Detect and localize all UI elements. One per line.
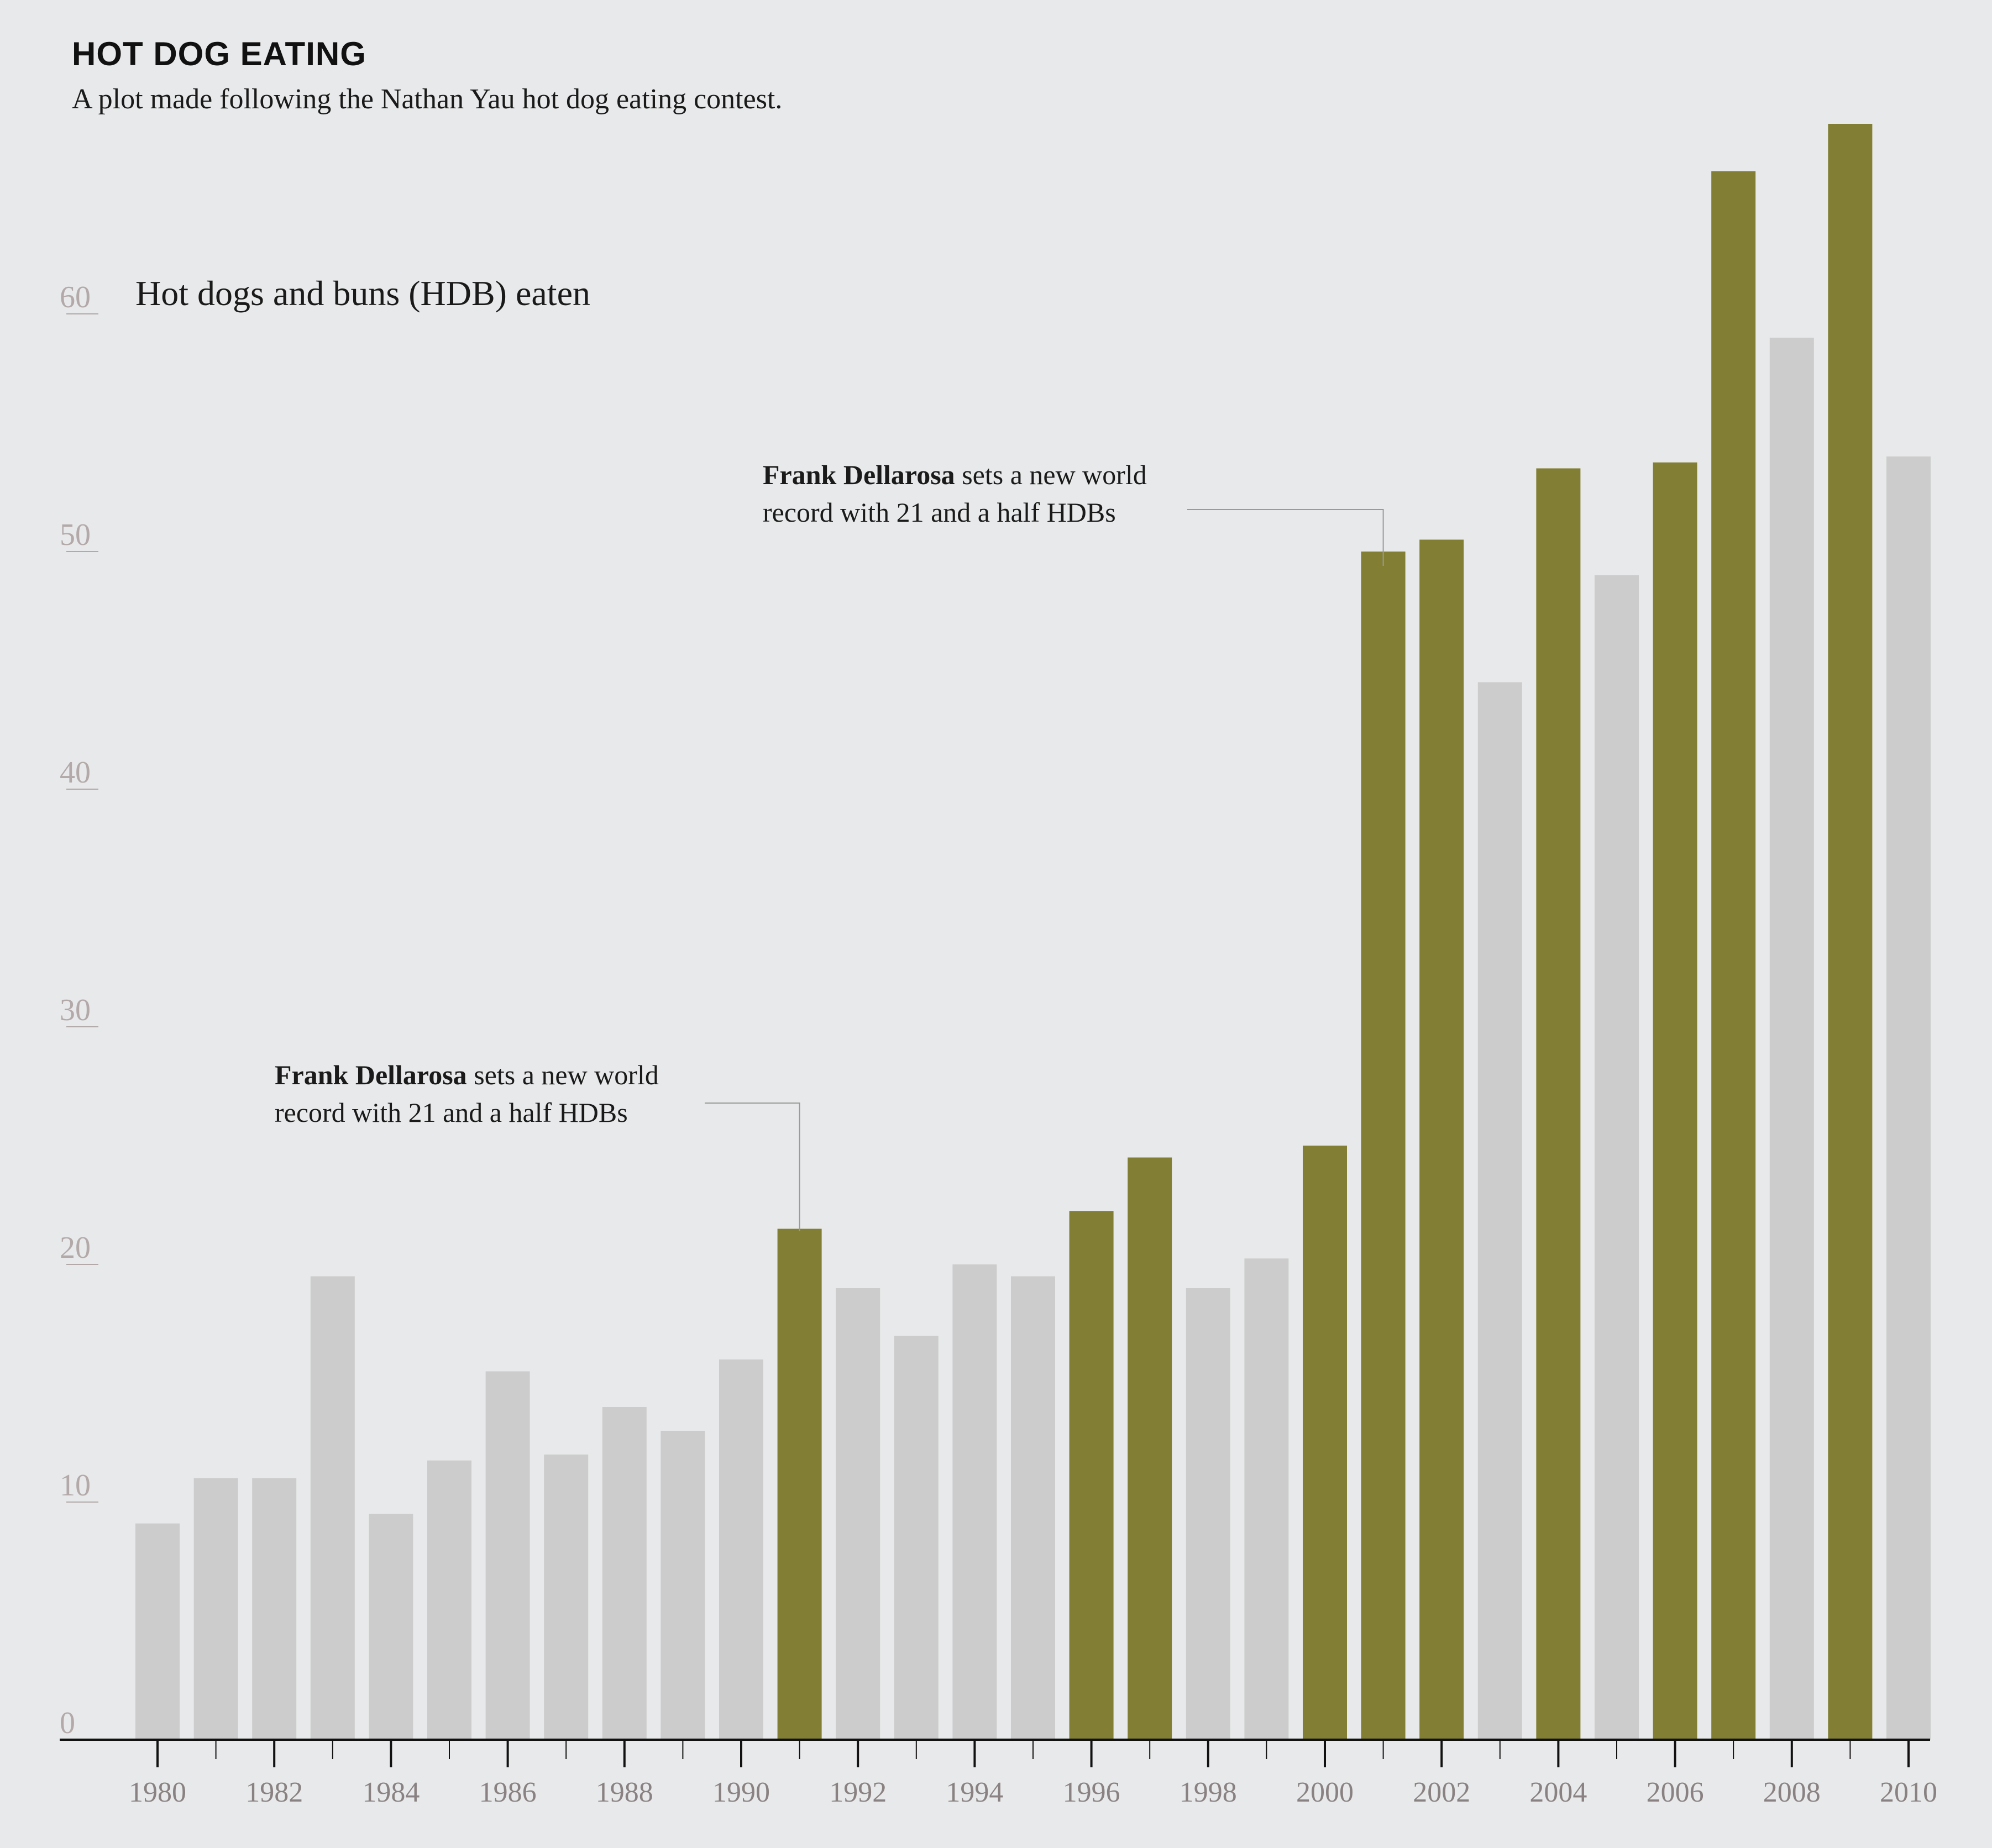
- y-tick-label: 0: [60, 1706, 75, 1740]
- y-tick-label: 10: [60, 1468, 91, 1503]
- bar-1984: [369, 1514, 413, 1740]
- bar-1995: [1011, 1276, 1055, 1740]
- bar-1982: [252, 1478, 297, 1740]
- x-axis: [60, 1739, 1930, 1767]
- y-tick-label: 30: [60, 993, 91, 1027]
- annotation-text-line1: Frank Dellarosa sets a new world: [275, 1059, 659, 1090]
- bar-1981: [193, 1478, 238, 1740]
- annotation-leader-line: [1187, 509, 1384, 566]
- x-tick-label: 1996: [1063, 1777, 1120, 1808]
- x-tick-label: 1992: [829, 1777, 887, 1808]
- bar-1988: [602, 1407, 647, 1740]
- x-tick-label: 1986: [479, 1777, 537, 1808]
- y-tick-label: 60: [60, 280, 91, 314]
- y-tick-label: 50: [60, 518, 91, 552]
- bar-1989: [660, 1431, 705, 1740]
- x-tick-label: 1982: [245, 1777, 303, 1808]
- x-tick-label: 1994: [946, 1777, 1003, 1808]
- x-axis-tick-labels: 1980 1982 1984 1986 1988 1990 1992 1994 1996 1998…: [129, 1777, 1937, 1808]
- annotation-text-line2: record with 21 and a half HDBs: [275, 1097, 628, 1128]
- annotation-name: Frank Dellarosa: [763, 459, 955, 490]
- bar-1999: [1244, 1258, 1289, 1740]
- bar-1985: [427, 1460, 471, 1740]
- bar-1980: [135, 1523, 180, 1740]
- annotation-leader-line: [705, 1102, 800, 1231]
- annotations: Frank Dellarosa sets a new world record w…: [275, 459, 1384, 1231]
- annotation-rest: sets a new world: [955, 459, 1147, 490]
- bar-1987: [544, 1455, 589, 1740]
- x-tick-label: 1984: [362, 1777, 420, 1808]
- bars: [135, 124, 1931, 1740]
- bar-1986: [485, 1371, 530, 1740]
- bar-record-1996: [1069, 1211, 1114, 1740]
- bar-record-2001: [1361, 552, 1406, 1740]
- bar-1992: [836, 1288, 880, 1740]
- annotation-name: Frank Dellarosa: [275, 1059, 467, 1090]
- y-tick-label: 20: [60, 1231, 91, 1265]
- x-tick-label: 2010: [1880, 1777, 1937, 1808]
- y-axis-ticks: 0 10 20 30 40 50 60: [60, 280, 98, 1740]
- annotation-rest: sets a new world: [467, 1059, 659, 1090]
- annotation-text-line2: record with 21 and a half HDBs: [763, 497, 1116, 528]
- bar-2008: [1769, 338, 1814, 1740]
- bar-record-1991: [777, 1229, 822, 1740]
- annotation-text-line1: Frank Dellarosa sets a new world: [763, 459, 1147, 490]
- x-tick-label: 2008: [1763, 1777, 1821, 1808]
- bar-record-2009: [1828, 124, 1873, 1740]
- x-tick-label: 1988: [596, 1777, 653, 1808]
- x-tick-label: 2000: [1296, 1777, 1354, 1808]
- bar-1994: [952, 1264, 997, 1740]
- bar-1983: [310, 1276, 355, 1740]
- bar-1998: [1186, 1288, 1230, 1740]
- x-tick-label: 2002: [1413, 1777, 1470, 1808]
- bar-2003: [1477, 682, 1522, 1740]
- bar-1990: [719, 1359, 763, 1740]
- bar-2005: [1595, 575, 1639, 1740]
- x-tick-label: 2006: [1647, 1777, 1704, 1808]
- bar-record-2007: [1711, 171, 1756, 1740]
- chart-subtitle: A plot made following the Nathan Yau hot…: [72, 83, 782, 115]
- y-tick-label: 40: [60, 755, 91, 790]
- x-tick-label: 1980: [129, 1777, 186, 1808]
- x-tick-label: 2004: [1529, 1777, 1587, 1808]
- bar-record-2000: [1303, 1146, 1347, 1740]
- bar-record-2004: [1536, 468, 1581, 1740]
- bar-1993: [894, 1336, 939, 1740]
- bar-2010: [1886, 456, 1931, 1740]
- chart-title: HOT DOG EATING: [72, 35, 366, 72]
- x-tick-label: 1998: [1180, 1777, 1237, 1808]
- x-tick-label: 1990: [712, 1777, 770, 1808]
- y-axis-label: Hot dogs and buns (HDB) eaten: [135, 274, 590, 313]
- bar-record-2002: [1419, 539, 1464, 1740]
- bar-record-1997: [1128, 1157, 1172, 1740]
- bar-record-2006: [1653, 462, 1697, 1740]
